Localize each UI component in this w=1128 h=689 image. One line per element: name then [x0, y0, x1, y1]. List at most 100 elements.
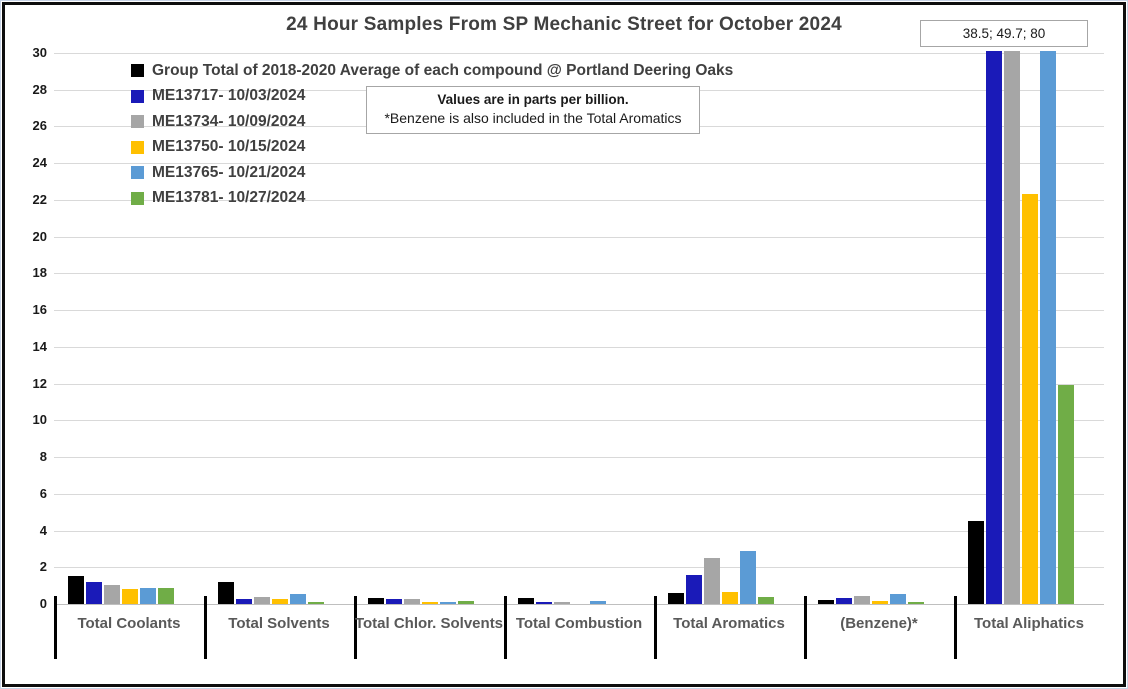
bar	[404, 599, 420, 604]
legend-swatch	[131, 115, 144, 129]
y-axis-tick-label: 30	[32, 45, 47, 60]
bar	[68, 576, 84, 604]
y-axis-tick-label: 0	[39, 596, 47, 611]
bar	[668, 593, 684, 604]
gridline	[54, 420, 1104, 421]
category-divider	[204, 596, 207, 659]
bar	[986, 51, 1002, 604]
y-axis-tick-label: 24	[32, 155, 47, 170]
bar	[122, 589, 138, 604]
category-label: Total Solvents	[228, 615, 330, 632]
bar	[1022, 194, 1038, 604]
category-divider	[54, 596, 57, 659]
legend: Group Total of 2018-2020 Average of each…	[131, 58, 733, 211]
category-divider	[954, 596, 957, 659]
legend-label: ME13734- 10/09/2024	[152, 112, 306, 130]
y-axis-tick-label: 20	[32, 229, 47, 244]
bar	[872, 601, 888, 604]
y-axis-tick-label: 4	[39, 523, 47, 538]
category-divider	[654, 596, 657, 659]
category-label: Total Chlor. Solvents	[354, 615, 504, 632]
bar	[272, 599, 288, 604]
legend-item: ME13781- 10/27/2024	[131, 186, 733, 212]
gridline	[54, 200, 1104, 201]
legend-swatch	[131, 89, 144, 103]
gridline	[54, 163, 1104, 164]
note-line-2: *Benzene is also included in the Total A…	[384, 110, 682, 126]
category-label: (Benzene)*	[840, 615, 918, 632]
y-axis-tick-label: 6	[39, 486, 47, 501]
x-axis-line	[54, 604, 1104, 605]
bar	[518, 598, 534, 604]
gridline	[54, 347, 1104, 348]
gridline	[54, 531, 1104, 532]
bar	[704, 558, 720, 604]
bar	[236, 599, 252, 604]
legend-swatch	[131, 64, 144, 78]
gridline	[54, 53, 1104, 54]
category-divider	[354, 596, 357, 659]
y-axis-tick-label: 14	[32, 339, 47, 354]
y-axis-tick-label: 18	[32, 265, 47, 280]
bar	[908, 602, 924, 604]
clipped-values-annotation: 38.5; 49.7; 80	[920, 20, 1088, 47]
y-axis-tick-label: 22	[32, 192, 47, 207]
legend-swatch	[131, 140, 144, 154]
bar	[290, 594, 306, 604]
category-divider	[504, 596, 507, 659]
bar	[686, 575, 702, 604]
legend-item: ME13734- 10/09/2024	[131, 109, 733, 135]
y-axis-tick-label: 2	[39, 559, 47, 574]
chart-title: 24 Hour Samples From SP Mechanic Street …	[286, 14, 842, 35]
legend-item: ME13765- 10/21/2024	[131, 160, 733, 186]
legend-label: ME13781- 10/27/2024	[152, 189, 306, 207]
gridline	[54, 384, 1104, 385]
gridline	[54, 273, 1104, 274]
bar	[836, 598, 852, 604]
legend-item: Group Total of 2018-2020 Average of each…	[131, 58, 733, 84]
bar	[104, 585, 120, 604]
legend-item: ME13717- 10/03/2024	[131, 84, 733, 110]
bar	[368, 598, 384, 604]
y-axis-tick-label: 10	[32, 412, 47, 427]
bar	[740, 551, 756, 604]
bar	[890, 594, 906, 604]
gridline	[54, 457, 1104, 458]
legend-label: Group Total of 2018-2020 Average of each…	[152, 61, 734, 79]
category-label: Total Combustion	[515, 615, 643, 632]
gridline	[54, 310, 1104, 311]
bar	[854, 596, 870, 604]
legend-swatch	[131, 166, 144, 180]
bar	[218, 582, 234, 604]
bar	[440, 602, 456, 604]
bar	[1058, 385, 1074, 604]
bar	[590, 601, 606, 604]
legend-swatch	[131, 191, 144, 205]
bar	[86, 582, 102, 604]
y-axis-tick-label: 26	[32, 118, 47, 133]
bar	[536, 602, 552, 604]
bar	[722, 592, 738, 604]
gridline	[54, 494, 1104, 495]
category-label: Total Aromatics	[673, 615, 785, 632]
y-axis-tick-label: 16	[32, 302, 47, 317]
bar	[554, 602, 570, 604]
legend-label: ME13765- 10/21/2024	[152, 163, 306, 181]
category-label: Total Coolants	[77, 615, 181, 632]
bar	[818, 600, 834, 604]
category-divider	[804, 596, 807, 659]
bar	[1004, 51, 1020, 604]
bar	[254, 597, 270, 604]
y-axis-tick-label: 12	[32, 376, 47, 391]
bar	[308, 602, 324, 604]
bar	[140, 588, 156, 604]
bar	[158, 588, 174, 604]
category-label: Total Aliphatics	[973, 615, 1084, 632]
bar	[1040, 51, 1056, 604]
bar	[758, 597, 774, 604]
note-box: Values are in parts per billion. *Benzen…	[366, 86, 700, 134]
bar	[968, 521, 984, 604]
gridline	[54, 567, 1104, 568]
legend-label: ME13750- 10/15/2024	[152, 138, 306, 156]
